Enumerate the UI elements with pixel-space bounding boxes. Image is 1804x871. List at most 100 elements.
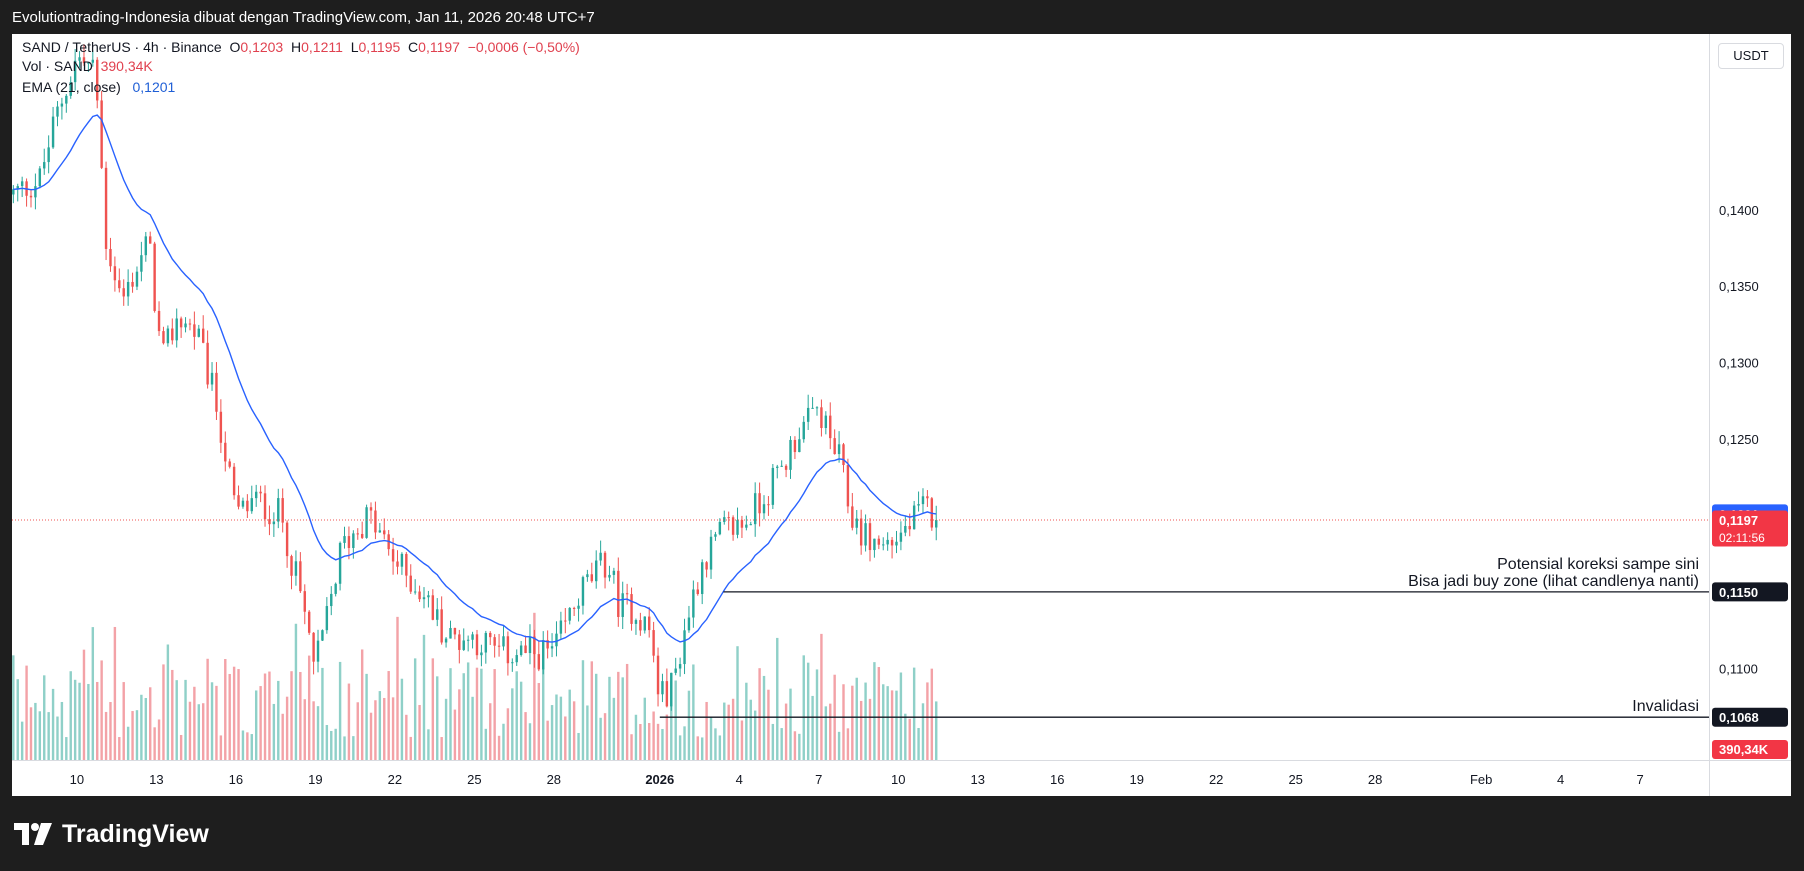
volume-bar	[144, 698, 148, 760]
level-annotation: Potensial koreksi sampe sini	[1497, 556, 1699, 573]
axis-layer: 0,14000,13500,13000,12500,11000,10500,10…	[70, 203, 1788, 787]
support-price-label: 0,1150	[1719, 585, 1758, 600]
legend-l-label: L	[350, 39, 359, 55]
candle-body	[47, 147, 50, 163]
candle-body	[537, 654, 541, 670]
candle-body	[210, 372, 214, 385]
candle-body	[497, 645, 501, 647]
volume-bar	[307, 655, 311, 760]
candle-body	[338, 542, 342, 584]
volume-bar	[299, 671, 302, 760]
currency-selector[interactable]: USDT	[1718, 43, 1784, 69]
candle-body	[577, 605, 580, 609]
candle-body	[272, 521, 276, 525]
candle-body	[431, 595, 435, 620]
legend-vol-label[interactable]: Vol · SAND	[22, 58, 93, 74]
candle-body	[586, 574, 589, 578]
volume-bar	[608, 676, 611, 760]
candle-body	[263, 493, 267, 520]
chart-panel[interactable]: Potensial koreksi sampe sini Bisa jadi bu…	[12, 34, 1791, 796]
candle-body	[237, 495, 240, 507]
candle-body	[771, 467, 775, 505]
volume-bar	[497, 735, 501, 760]
candle-body	[352, 533, 355, 548]
volume-bar	[855, 677, 858, 760]
candle-body	[917, 504, 920, 506]
legend-o-label: O	[229, 39, 241, 55]
candle-body	[882, 544, 885, 546]
legend-o-value: 0,1203	[240, 39, 284, 55]
volume-bar	[87, 683, 90, 760]
volume-bar	[436, 676, 439, 760]
candle-body	[904, 526, 907, 533]
volume-bar	[356, 702, 359, 760]
candle-body	[696, 589, 699, 595]
invalidation-price-label: 0,1068	[1719, 710, 1759, 725]
footer-brand-text: TradingView	[62, 819, 209, 848]
volume-bar	[241, 730, 245, 760]
date-tick-label: 25	[1288, 772, 1302, 787]
candle-body	[254, 491, 258, 499]
legend-h-value: 0,1211	[301, 39, 343, 55]
candle-body	[555, 633, 558, 647]
volume-bar	[91, 627, 95, 760]
candle-body	[723, 517, 726, 522]
volume-bar	[224, 659, 227, 760]
legend-symbol[interactable]: SAND / TetherUS · 4h · Binance	[22, 39, 222, 55]
candle-body	[899, 532, 903, 542]
candle-body	[603, 552, 607, 578]
candle-body	[793, 439, 797, 453]
volume-bar	[290, 671, 293, 760]
volume-bar	[29, 707, 33, 760]
legend-vol-value: 390,34K	[100, 58, 153, 74]
volume-layer	[12, 612, 938, 760]
volume-bar	[577, 732, 580, 760]
candle-body	[784, 465, 788, 470]
volume-label: 390,34K	[1719, 742, 1769, 757]
date-tick-label: 19	[308, 772, 322, 787]
candle-body	[405, 553, 408, 576]
volume-bar	[360, 649, 364, 760]
volume-bar	[572, 701, 576, 760]
volume-bar	[630, 734, 633, 760]
candle-body	[621, 593, 624, 617]
date-tick-label: Feb	[1470, 772, 1492, 787]
legend-ema-label[interactable]: EMA (21, close)	[22, 79, 121, 95]
volume-bar	[179, 734, 183, 760]
candle-body	[453, 627, 457, 635]
candle-body	[837, 444, 841, 455]
volume-bar	[321, 667, 324, 760]
candle-body	[515, 655, 518, 663]
candle-body	[307, 611, 311, 633]
candle-body	[157, 310, 161, 332]
candle-body	[661, 681, 664, 695]
candle-body	[731, 517, 735, 535]
price-axis-border	[1709, 34, 1710, 796]
volume-bar	[842, 684, 845, 760]
candle-body	[188, 323, 192, 325]
candle-body	[126, 281, 130, 297]
candle-body	[912, 505, 916, 530]
volume-bar	[277, 680, 280, 760]
price-tick-label: 0,1250	[1719, 432, 1759, 447]
candle-body	[802, 421, 805, 440]
candle-body	[396, 561, 399, 567]
volume-bar	[453, 709, 457, 760]
candle-body	[572, 607, 576, 609]
candle-body	[201, 328, 205, 343]
candle-body	[294, 561, 298, 576]
candle-body	[73, 60, 77, 83]
candle-body	[489, 632, 492, 638]
candle-body	[559, 620, 563, 634]
volume-bar	[546, 720, 549, 760]
candle-body	[427, 595, 430, 598]
ema-line	[13, 114, 937, 643]
candle-body	[886, 539, 889, 545]
legend-volume: Vol · SAND 390,34K	[22, 58, 153, 74]
candle-body	[436, 609, 439, 620]
volume-bar	[771, 723, 775, 760]
volume-bar	[617, 671, 620, 760]
candle-body	[533, 636, 536, 655]
volume-bar	[387, 671, 390, 760]
